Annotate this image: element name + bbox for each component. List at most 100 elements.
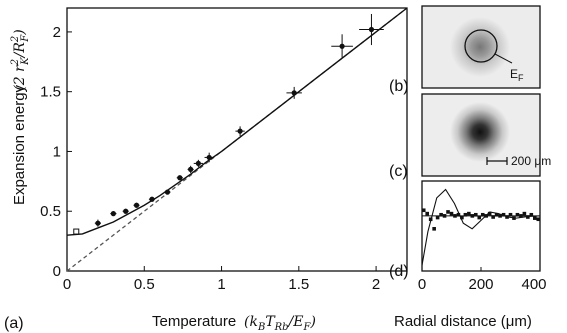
d-x-tick-label: 0 [418, 276, 426, 293]
d-data-marker [529, 212, 534, 217]
data-marker [237, 128, 243, 134]
d-data-marker [460, 215, 464, 220]
data-point [359, 13, 384, 46]
data-marker [149, 196, 155, 202]
y-tick-label: 1 [53, 143, 61, 160]
d-data-marker [456, 212, 461, 217]
d-data-marker [487, 211, 492, 216]
y-axis-label: Expansion energy [11, 84, 28, 205]
y-tick-label: 0 [53, 263, 61, 280]
d-data-marker [425, 211, 430, 216]
d-data-marker [508, 212, 513, 217]
d-data-marker [449, 211, 454, 216]
y-axis-unit-text: (2 r2K/R2F) [10, 29, 31, 90]
x-axis-label: Temperature [152, 313, 236, 330]
fermi-pointer [494, 53, 513, 64]
data-point [235, 126, 245, 136]
d-data-marker [501, 212, 506, 217]
d-data-marker [439, 212, 443, 217]
open-data-marker [73, 228, 80, 235]
d-data-marker [421, 208, 426, 213]
data-point [204, 152, 214, 163]
x-tick-label: 0.5 [134, 276, 155, 293]
panel-a-label: (a) [4, 315, 24, 332]
data-point [286, 86, 302, 99]
cloud-b [450, 17, 510, 77]
panel-a-chart: 0 0.5 1 1.5 2 0 0.5 1 1.5 2 [40, 7, 408, 293]
x-tick-label: 0 [63, 276, 71, 293]
x-axis-unit: (kBTRb/EF) [244, 314, 316, 333]
data-marker [133, 202, 140, 208]
d-data-marker [470, 214, 475, 218]
d-data-marker [494, 212, 499, 217]
panel-d-chart: 0 200 400 [418, 180, 547, 293]
y-tick-label: 0.5 [40, 203, 61, 220]
d-data-marker [442, 214, 447, 218]
d-data-marker [463, 212, 468, 217]
data-point [94, 219, 101, 227]
data-marker [368, 26, 375, 33]
data-marker [339, 43, 345, 49]
d-data-marker [505, 215, 509, 219]
d-data-marker [526, 215, 530, 219]
fermi-radius-circle [464, 29, 498, 63]
d-data-marker [432, 227, 436, 231]
y-axis-unit: (2 r2K/R2F) [10, 29, 31, 90]
d-data-marker [477, 215, 482, 220]
d-data-marker [453, 214, 457, 218]
data-marker [291, 90, 297, 96]
data-marker [110, 211, 116, 217]
y-axis-label-group: Expansion energy [11, 84, 28, 205]
scalebar-label: 200 μm [511, 154, 551, 168]
cloud-c [450, 102, 510, 162]
data-marker [164, 189, 171, 195]
panel-c-label: (c) [389, 163, 408, 180]
x-axis-label-d: Radial distance (μm) [394, 313, 532, 330]
d-data-marker [467, 211, 471, 216]
panel-b-label: (b) [389, 78, 409, 95]
panel-b-image: EF [421, 5, 541, 89]
panel-a-frame [66, 7, 408, 272]
d-data-marker [484, 214, 489, 218]
d-data-marker [446, 210, 450, 214]
d-data-marker [480, 212, 485, 217]
d-data-marker [435, 215, 440, 220]
oscillating-profile-curve [421, 188, 541, 266]
data-marker [177, 175, 183, 181]
solid-fit-curve [66, 7, 408, 236]
data-point [122, 208, 129, 214]
panel-c-image: 200 μm [421, 93, 551, 177]
fermi-label: EF [510, 67, 524, 83]
x-tick-label: 1.5 [288, 276, 309, 293]
x-tick-label: 2 [372, 276, 380, 293]
y-tick-label: 1.5 [40, 84, 61, 101]
data-point [176, 175, 183, 181]
d-data-marker [536, 217, 541, 222]
d-data-marker [491, 215, 495, 219]
data-point [164, 189, 171, 195]
d-data-marker [428, 217, 433, 222]
data-point [148, 196, 156, 202]
data-marker [195, 160, 201, 167]
data-point [187, 165, 194, 173]
d-data-marker [498, 214, 502, 218]
d-data-marker [473, 212, 478, 217]
d-x-tick-label: 400 [521, 276, 546, 293]
data-marker [188, 166, 194, 172]
data-point [193, 159, 203, 167]
data-marker [123, 208, 129, 214]
d-data-marker [512, 216, 516, 220]
d-data-marker [515, 212, 520, 217]
y-tick-label: 2 [53, 24, 61, 41]
data-point [331, 34, 353, 59]
d-data-marker [522, 211, 527, 216]
data-marker [95, 220, 101, 226]
data-marker [206, 154, 212, 161]
data-point [133, 202, 140, 208]
d-x-tick-label: 200 [468, 276, 493, 293]
d-data-marker [532, 216, 537, 220]
d-data-marker [519, 214, 523, 218]
panel-d-label: (d) [389, 263, 409, 280]
data-point [110, 211, 117, 217]
